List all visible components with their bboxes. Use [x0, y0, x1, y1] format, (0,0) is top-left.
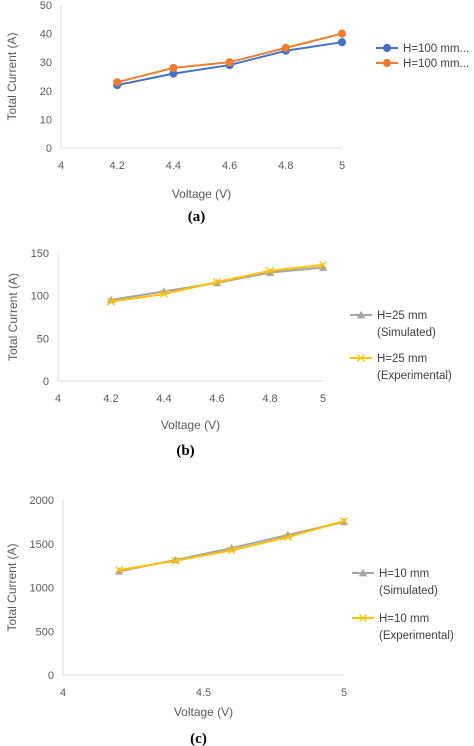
legend-swatch-marker: [382, 43, 392, 53]
y-axis-title: Total Current (A): [5, 32, 19, 120]
data-point: [337, 38, 347, 47]
x-tick-label: 4.2: [110, 160, 125, 172]
x-tick-label: 4.5: [196, 687, 211, 699]
y-tick-label: 50: [40, 0, 52, 12]
y-tick-label: 0: [43, 376, 49, 388]
x-tick-label: 4.2: [103, 393, 118, 405]
data-point: [171, 556, 180, 565]
x-tick-label: 4.8: [262, 393, 277, 405]
data-point: [212, 277, 222, 287]
x-tick-label: 5: [320, 393, 326, 405]
data-point: [281, 43, 290, 53]
x-tick-label: 4.6: [209, 393, 224, 405]
y-tick-label: 500: [36, 626, 54, 638]
x-tick-label: 5: [341, 687, 347, 699]
chart-1: 0 10 20 30 40 50 4 4.2 4.4 4.6 4.8 5 Total Current (…: [5, 0, 469, 225]
chart-3: 0 500 1000 1500 2000 4 4.5 5 Total Current (A) Vo…: [5, 495, 454, 746]
legend-entry: H=100 mm...: [376, 43, 469, 55]
legend-entry: H=25 mm (Simulated): [350, 310, 436, 339]
data-point: [337, 29, 347, 38]
y-tick-label: 100: [31, 291, 49, 303]
figure-caption: (b): [176, 443, 194, 459]
y-tick-label: 2000: [30, 495, 54, 507]
legend-swatch-marker: [356, 310, 366, 319]
legend-entry: H=10 mm (Experimental): [352, 613, 454, 642]
x-tick-label: 4: [60, 687, 66, 699]
x-tick-label: 4.4: [156, 393, 171, 405]
legend-swatch-marker: [382, 58, 392, 68]
x-tick-label: 4: [58, 160, 64, 172]
x-tick-label: 4.4: [166, 160, 181, 172]
x-axis-title: Voltage (V): [161, 418, 220, 432]
legend-label: H=10 mm: [379, 613, 429, 625]
data-point: [106, 297, 116, 306]
legend-swatch-marker: [356, 353, 366, 363]
legend-label: (Simulated): [379, 585, 438, 597]
data-point: [115, 565, 124, 575]
x-axis-title: Voltage (V): [172, 187, 231, 201]
legend-entry: H=10 mm (Simulated): [352, 568, 438, 597]
x-tick-label: 4: [55, 393, 61, 405]
legend-label: H=25 mm: [377, 353, 427, 365]
data-point: [265, 268, 275, 276]
y-tick-label: 50: [37, 333, 49, 345]
x-tick-label: 5: [339, 160, 345, 172]
legend-label: H=25 mm: [377, 310, 427, 322]
data-point: [227, 546, 236, 555]
legend-entry: H=100 mm...: [376, 58, 469, 70]
legend-label: (Experimental): [379, 630, 454, 642]
y-tick-label: 30: [40, 57, 52, 69]
chart-2: 0 50 100 150 4 4.2 4.4 4.6 4.8 5 Total Current (A)…: [6, 248, 452, 459]
legend-entry: H=25 mm (Experimental): [350, 353, 452, 382]
series-2: [106, 260, 328, 306]
legend-swatch-marker: [358, 613, 368, 623]
x-axis-title: Voltage (V): [174, 705, 233, 719]
figure-caption: (a): [188, 209, 206, 225]
series-1: [115, 517, 349, 575]
y-tick-label: 0: [46, 143, 52, 155]
legend-label: (Experimental): [377, 370, 452, 382]
y-axis-title: Total Current (A): [5, 543, 19, 631]
series-line: [116, 32, 343, 84]
y-tick-label: 0: [48, 670, 54, 682]
data-point: [318, 263, 328, 271]
legend-swatch-marker: [358, 568, 368, 577]
y-tick-label: 40: [40, 29, 52, 41]
y-tick-label: 1000: [30, 583, 54, 595]
data-point: [225, 58, 234, 67]
x-tick-label: 4.8: [278, 160, 293, 172]
figure-caption: (c): [190, 731, 207, 746]
y-tick-label: 10: [40, 114, 52, 126]
data-point: [113, 78, 122, 87]
y-tick-label: 20: [40, 86, 52, 98]
data-point: [318, 260, 328, 270]
legend-label: H=100 mm...: [403, 43, 469, 55]
legend-label: H=100 mm...: [403, 58, 469, 70]
data-point: [159, 289, 169, 299]
data-point: [265, 266, 275, 275]
x-tick-label: 4.6: [222, 160, 237, 172]
y-axis-title: Total Current (A): [6, 273, 20, 361]
data-point: [169, 63, 178, 73]
data-point: [283, 533, 292, 542]
legend-label: H=10 mm: [379, 568, 429, 580]
y-tick-label: 150: [31, 248, 49, 260]
y-tick-label: 1500: [30, 539, 54, 551]
series-2: [113, 29, 347, 87]
series-2: [115, 516, 349, 575]
data-point: [339, 516, 349, 526]
legend-label: (Simulated): [377, 327, 436, 339]
